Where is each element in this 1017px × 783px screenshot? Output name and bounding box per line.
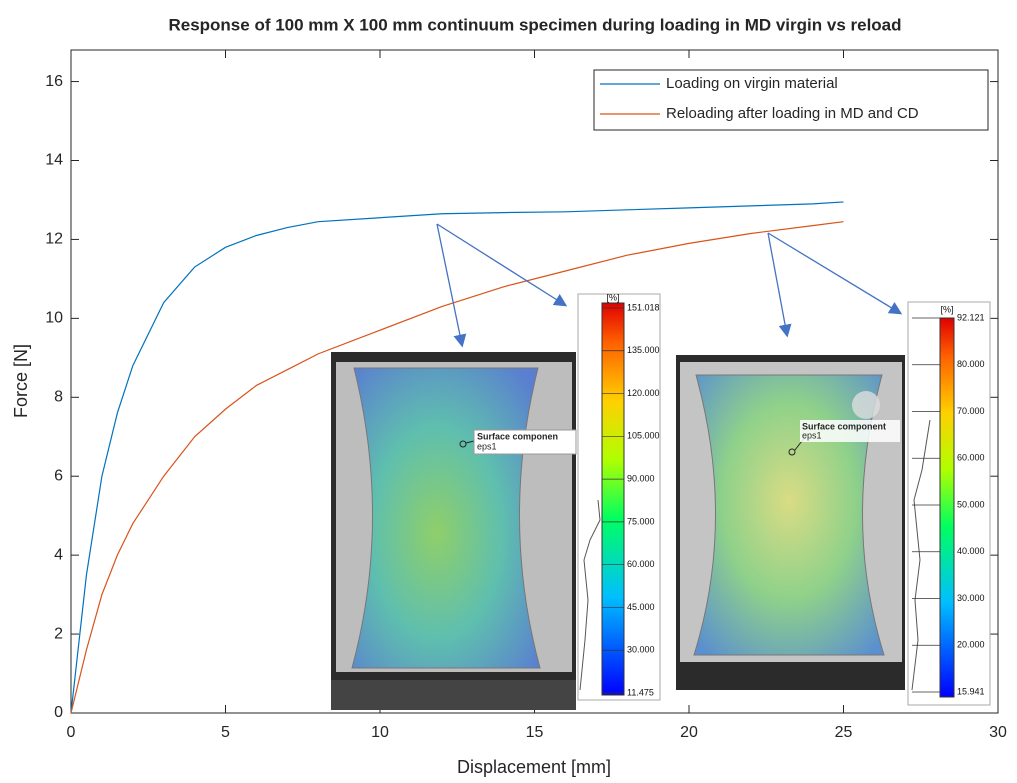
colorbar-label: 60.000 (957, 453, 985, 463)
series-line (70, 201, 844, 714)
y-tick-label: 2 (54, 625, 63, 642)
series (70, 201, 844, 714)
y-tick-label: 4 (54, 546, 63, 563)
colorbar-label: 120.000 (627, 388, 660, 398)
colorbar-label: 11.475 (627, 687, 654, 697)
colorbar: [%] 92.121 80.000 70.000 60.000 50.000 40.000… (907, 301, 991, 706)
y-tick-label: 8 (54, 389, 63, 406)
colorbar-label: 30.000 (627, 645, 655, 655)
inset-image: Surface componen eps1 (331, 352, 577, 710)
x-tick-label: 20 (680, 724, 698, 741)
axes: 0 5 10 15 20 25 30 0 2 4 6 8 10 12 14 16 (45, 50, 1007, 741)
y-tick-label: 6 (54, 467, 63, 484)
y-tick-label: 0 (54, 704, 63, 721)
y-tick-label: 12 (45, 231, 63, 248)
colorbar: [%] 151.018 135.000 120.000 105.000 90.000 75… (577, 292, 661, 701)
colorbar-label: 20.000 (957, 640, 985, 650)
legend: Loading on virgin material Reloading afte… (593, 69, 989, 131)
colorbar-label: 75.000 (627, 516, 655, 526)
colorbar-label: 15.941 (957, 686, 985, 696)
x-tick-label: 30 (989, 724, 1007, 741)
x-tick-label: 25 (835, 724, 853, 741)
colorbar-label: 80.000 (957, 359, 985, 369)
legend-label: Loading on virgin material (666, 75, 838, 92)
colorbar-label: 40.000 (957, 546, 985, 556)
inset-sublabel: eps1 (802, 430, 822, 440)
colorbar-label: 60.000 (627, 559, 655, 569)
y-tick-label: 10 (45, 310, 63, 327)
colorbar-label: 135.000 (627, 345, 660, 355)
inset-label: Surface component (802, 421, 886, 431)
y-tick-label: 14 (45, 152, 63, 169)
x-tick-label: 15 (526, 724, 544, 741)
colorbar-label: 105.000 (627, 431, 660, 441)
x-tick-label: 0 (67, 724, 76, 741)
x-axis-label: Displacement [mm] (457, 757, 611, 777)
y-tick-label: 16 (45, 73, 63, 90)
colorbar-label: 30.000 (957, 593, 985, 603)
colorbar-label: 70.000 (957, 406, 985, 416)
x-tick-label: 5 (221, 724, 230, 741)
colorbar-label: 50.000 (957, 499, 985, 509)
chart-title: Response of 100 mm X 100 mm continuum sp… (168, 15, 901, 34)
x-tick-label: 10 (371, 724, 389, 741)
colorbar-label: 90.000 (627, 473, 655, 483)
inset-image: Surface component eps1 (676, 355, 905, 690)
colorbar-unit: [%] (940, 304, 953, 314)
inset-sublabel: eps1 (477, 441, 497, 451)
series-line (70, 221, 844, 714)
inset-label: Surface componen (477, 431, 558, 441)
colorbar-label: 45.000 (627, 602, 655, 612)
colorbar-label: 92.121 (957, 312, 985, 322)
arrows (436, 223, 903, 348)
y-axis-label: Force [N] (11, 344, 31, 418)
colorbar-label: 151.018 (627, 302, 660, 312)
colorbar-unit: [%] (606, 292, 619, 302)
legend-label: Reloading after loading in MD and CD (666, 105, 919, 122)
